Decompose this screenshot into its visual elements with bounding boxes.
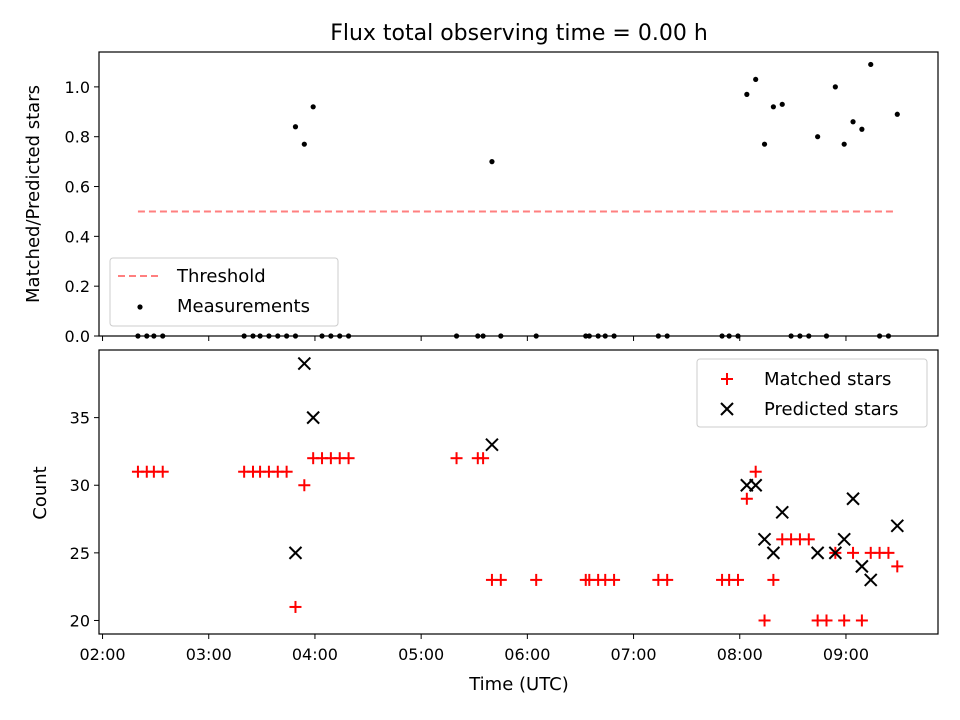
matched-star-point	[477, 452, 490, 465]
matched-star-point	[731, 573, 744, 586]
x-tick-label: 05:00	[398, 645, 444, 664]
measurement-point	[832, 84, 838, 90]
x-tick-label: 03:00	[186, 645, 232, 664]
top-legend: Threshold Measurements	[109, 257, 339, 327]
measurement-point	[815, 134, 821, 140]
measurement-point	[744, 91, 750, 97]
top-y-tick-label: 0.0	[65, 327, 90, 346]
matched-star-point	[280, 465, 293, 478]
legend-measurements-swatch	[137, 304, 143, 310]
bottom-plot-frame	[98, 349, 939, 635]
top-y-tick-label: 0.4	[65, 227, 90, 246]
legend-matched-label: Matched stars	[764, 369, 891, 390]
predicted-star-point	[890, 519, 904, 533]
x-tick-label: 06:00	[504, 645, 550, 664]
predicted-star-point	[306, 410, 320, 425]
legend-threshold-label: Threshold	[176, 266, 266, 287]
bottom-y-axis-label: Count	[30, 466, 51, 519]
measurement-point	[292, 124, 299, 130]
x-tick-label: 07:00	[610, 645, 656, 664]
matched-star-point	[494, 573, 507, 586]
matched-star-point	[802, 533, 815, 546]
predicted-star-point	[775, 505, 789, 519]
predicted-star-point	[828, 546, 843, 560]
predicted-star-point	[748, 478, 763, 492]
top-y-tick-label: 0.8	[65, 128, 90, 147]
top-y-axis-label: Matched/Predicted stars	[23, 85, 44, 303]
bottom-y-tick-label: 25	[70, 544, 90, 563]
top-legend-box	[109, 257, 339, 327]
matched-star-point	[882, 546, 895, 559]
matched-star-point	[838, 614, 851, 627]
measurement-point	[859, 126, 865, 132]
matched-star-point	[608, 573, 621, 586]
x-tick-label: 08:00	[717, 645, 763, 664]
matched-star-point	[767, 573, 780, 586]
measurement-point	[868, 61, 874, 68]
measurement-point	[301, 141, 307, 147]
measurement-point	[841, 141, 847, 147]
legend-measurements-label: Measurements	[177, 296, 310, 317]
legend-predicted-swatch	[720, 402, 734, 416]
x-tick-label: 02:00	[79, 645, 125, 664]
measurement-point	[779, 101, 785, 107]
matched-star-point	[820, 614, 833, 627]
bottom-y-tick-label: 35	[70, 409, 90, 428]
matched-star-point	[661, 573, 674, 586]
predicted-star-point	[864, 573, 878, 587]
legend-matched-swatch	[721, 373, 733, 385]
bottom-y-tick-label: 30	[70, 476, 90, 495]
top-y-tick-label: 0.6	[65, 178, 90, 197]
predicted-star-point	[485, 437, 499, 452]
predicted-star-point	[757, 532, 772, 547]
top-y-tick-label: 0.2	[65, 277, 90, 296]
measurement-point	[761, 141, 768, 147]
matched-star-point	[891, 560, 904, 573]
predicted-star-point	[846, 492, 860, 506]
x-axis-label: Time (UTC)	[468, 674, 569, 695]
bottom-legend-box	[696, 358, 928, 428]
measurement-point	[850, 119, 856, 125]
measurement-point	[770, 104, 776, 110]
matched-star-point	[749, 465, 762, 478]
x-tick-label: 09:00	[823, 645, 869, 664]
matched-star-point	[298, 479, 311, 492]
top-y-tick-label: 1.0	[65, 78, 90, 97]
predicted-star-point	[297, 356, 312, 371]
legend-predicted-label: Predicted stars	[764, 399, 898, 420]
predicted-star-point	[837, 532, 851, 547]
matched-star-point	[847, 546, 860, 559]
matched-star-point	[530, 573, 543, 586]
measurement-point	[489, 159, 495, 165]
predicted-star-point	[766, 546, 781, 560]
x-tick-label: 04:00	[292, 645, 338, 664]
measurement-point	[753, 76, 759, 83]
predicted-star-point	[288, 546, 303, 560]
matched-star-point	[450, 452, 463, 465]
measurement-point	[310, 104, 316, 110]
bottom-legend: Matched stars Predicted stars	[696, 358, 928, 428]
matched-star-point	[156, 465, 169, 478]
bottom-y-tick-label: 20	[70, 611, 90, 630]
matched-star-point	[342, 452, 355, 465]
predicted-star-point	[810, 546, 825, 560]
measurement-point	[894, 111, 900, 117]
matched-star-point	[289, 600, 302, 613]
matched-star-point	[758, 614, 771, 627]
matched-star-point	[740, 492, 753, 505]
top-plot-frame	[98, 51, 939, 337]
predicted-star-point	[855, 559, 869, 574]
matched-star-point	[855, 614, 868, 627]
chart-title: Flux total observing time = 0.00 h	[330, 21, 708, 46]
